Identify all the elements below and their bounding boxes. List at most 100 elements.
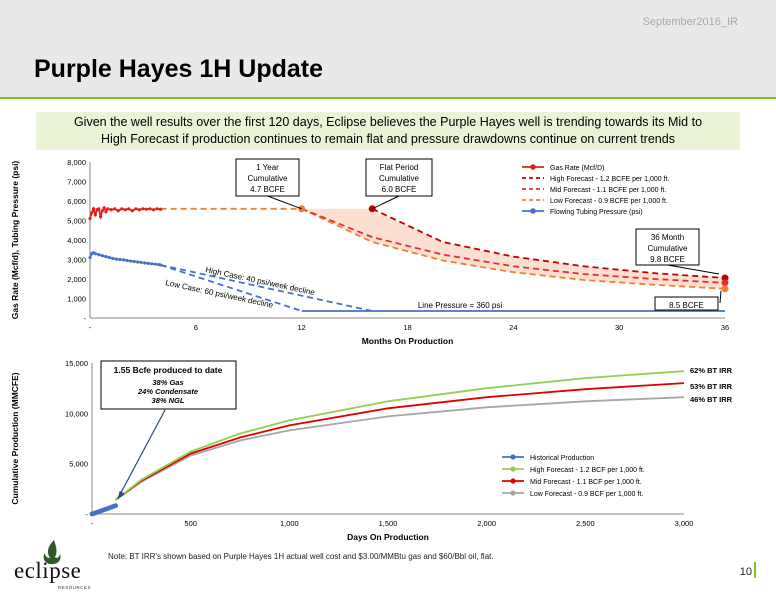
x-tick-label: 1,000 — [280, 519, 299, 528]
x-tick-label: 18 — [403, 323, 411, 332]
page-number-accent — [754, 562, 756, 578]
annotation-text: Cumulative — [247, 174, 288, 183]
legend-label: Low Forecast - 0.9 BCF per 1,000 ft. — [530, 491, 643, 498]
annotation-pointer — [267, 195, 302, 210]
legend-label: Mid Forecast - 1.1 BCFE per 1,000 ft. — [550, 187, 666, 194]
x-tick-label: - — [91, 519, 94, 528]
legend-label: High Forecast - 1.2 BCFE per 1,000 ft. — [550, 176, 669, 183]
gas-rate-chart: - 6 12 18 24 30 36 - 1,000 2,000 3,000 4,000 5,000 6,… — [10, 158, 729, 346]
x-tick-label: - — [89, 323, 92, 332]
annotation-text: 6.0 BCFE — [382, 185, 417, 194]
y-tick-label: 3,000 — [67, 256, 86, 265]
data-point — [107, 255, 112, 260]
series-line-high-case-pressure — [160, 264, 373, 312]
data-point — [141, 207, 145, 211]
forecast-marker — [721, 274, 729, 282]
annotation-text: 36 Month — [651, 233, 684, 242]
legend-marker — [510, 466, 516, 472]
x-tick-label: 24 — [509, 323, 517, 332]
data-point — [93, 213, 97, 217]
data-point — [151, 208, 156, 212]
series-line-high-forecast-1-2-bcf-per-1-000-ft — [115, 370, 685, 501]
month-36-annotation: 36 Month Cumulative 9.8 BCFE — [635, 228, 720, 275]
y-tick-label: - — [84, 314, 87, 323]
x-tick-label: 3,000 — [675, 519, 694, 528]
data-point — [148, 207, 152, 211]
y-tick-label: 5,000 — [69, 460, 88, 469]
callout-line-2: High Forecast if production continues to… — [101, 132, 675, 146]
data-point — [137, 208, 141, 212]
irr-label: 46% BT IRR — [690, 395, 733, 404]
line-pressure-label: Line Pressure = 360 psi — [418, 301, 502, 310]
produced-title: 1.55 Bcfe produced to date — [114, 365, 223, 375]
legend-marker — [530, 164, 536, 170]
annotation-box — [365, 158, 433, 197]
annotation-text: 8.5 BCFE — [669, 301, 704, 310]
series-line-low-forecast-0-9-bcf-per-1-000-ft — [115, 396, 685, 501]
data-point — [139, 260, 143, 265]
data-point — [130, 209, 134, 213]
data-point — [113, 207, 117, 211]
data-point — [118, 257, 122, 262]
footer-note: Note: BT IRR's shown based on Purple Hay… — [108, 552, 494, 561]
series-line-high-forecast-1-2-bcfe-per-1-000-ft — [371, 207, 726, 279]
data-point — [109, 208, 113, 212]
annotation-box — [635, 228, 700, 266]
annotation-text: Cumulative — [379, 174, 420, 183]
bcfe-85-pointer — [719, 290, 722, 304]
legend-label: Gas Rate (Mcf/D) — [550, 165, 604, 172]
page-title: Purple Hayes 1H Update — [34, 55, 323, 83]
annotation-box — [654, 296, 719, 311]
x-tick-label: 30 — [615, 323, 623, 332]
y-tick-label: 5,000 — [67, 217, 86, 226]
forecast-marker — [298, 205, 306, 213]
data-point — [123, 208, 127, 212]
data-point — [158, 263, 163, 267]
callout-line-1: Given the well results over the first 12… — [73, 115, 703, 129]
series-line-mid-forecast-1-1-bcfe-per-1-000-ft — [301, 207, 726, 284]
y-axis-title: Gas Rate (Mcf/d), Tubing Pressure (psi) — [10, 161, 20, 320]
legend-marker — [510, 454, 516, 460]
y-tick-label: - — [86, 510, 89, 519]
data-point — [100, 209, 104, 213]
header-divider — [0, 97, 776, 99]
data-point — [116, 209, 120, 213]
x-axis-title: Months On Production — [362, 336, 454, 346]
x-tick-label: 12 — [297, 323, 305, 332]
data-point — [102, 206, 106, 210]
annotation-text: Cumulative — [647, 244, 688, 253]
legend-label: Mid Forecast - 1.1 BCF per 1,000 ft. — [530, 479, 642, 486]
y-tick-label: 15,000 — [65, 359, 88, 368]
data-point — [144, 207, 149, 211]
cumulative-production-chart: - 500 1,000 1,500 2,000 2,500 3,000 - 5,000 10,00… — [10, 359, 733, 542]
data-point — [91, 207, 96, 211]
logo-wordmark: eclipse — [14, 558, 82, 583]
legend-label: Flowing Tubing Pressure (psi) — [550, 209, 643, 216]
legend-marker — [510, 490, 516, 496]
x-tick-label: 2,500 — [576, 519, 595, 528]
x-tick-label: 6 — [194, 323, 198, 332]
produced-breakdown: 24% Condensate — [137, 387, 198, 396]
y-tick-label: 1,000 — [67, 295, 86, 304]
y-tick-label: 6,000 — [67, 197, 86, 206]
x-tick-label: 500 — [184, 519, 197, 528]
data-point — [97, 207, 101, 211]
forecast-marker — [368, 205, 376, 213]
x-axis-title: Days On Production — [347, 532, 429, 542]
annotation-text: Flat Period — [380, 163, 419, 172]
data-point — [120, 207, 124, 211]
produced-breakdown: 38% Gas — [152, 378, 183, 387]
legend-label: High Forecast - 1.2 BCF per 1,000 ft. — [530, 467, 645, 474]
annotation-pointer — [667, 264, 720, 275]
y-tick-label: 7,000 — [67, 178, 86, 187]
data-point — [106, 207, 110, 211]
irr-label: 53% BT IRR — [690, 382, 733, 391]
annotation-arrow — [117, 409, 166, 500]
data-point — [114, 257, 119, 261]
legend-marker — [510, 478, 516, 484]
produced-breakdown: 38% NGL — [152, 396, 185, 405]
series-line-low-case-pressure — [160, 264, 302, 312]
data-point — [93, 252, 97, 256]
arrow-head — [117, 490, 125, 499]
